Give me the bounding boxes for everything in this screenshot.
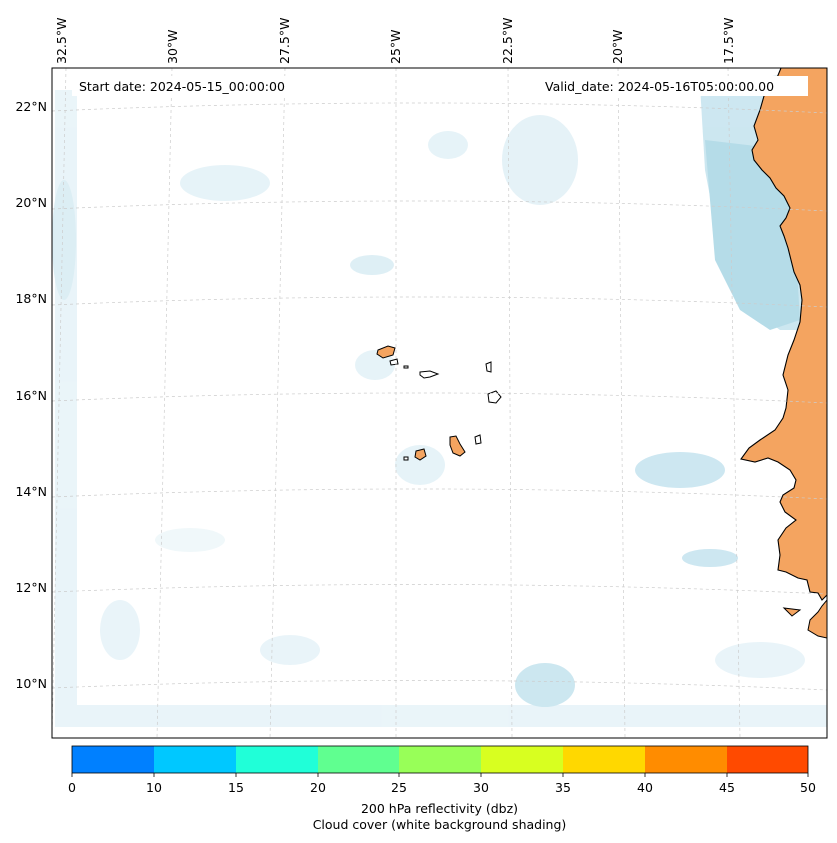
colorbar-ticks [71,773,809,777]
colorbar-tick-label: 20 [310,780,326,795]
island-santiago [449,435,466,457]
colorbar-tick-label: 30 [473,780,489,795]
lon-label: 32.5°W [54,18,69,64]
colorbar-segment [727,746,808,773]
colorbar: 0 10 15 20 25 30 35 40 45 50 [68,745,816,795]
west-africa-coast [740,68,827,601]
colorbar-segment [481,746,563,773]
lon-label: 22.5°W [500,18,515,64]
island-santo-antao [376,345,396,359]
lat-label: 22°N [15,99,47,114]
lat-label: 16°N [15,388,47,403]
graticule [52,68,827,738]
longitude-labels: 32.5°W 30°W 27.5°W 25°W 22.5°W 20°W 17.5… [54,18,736,64]
colorbar-segment [645,746,727,773]
latitude-labels: 22°N 20°N 18°N 16°N 14°N 12°N 10°N [15,99,47,691]
lon-label: 30°W [165,29,180,64]
colorbar-segment [399,746,481,773]
colorbar-segment [318,746,399,773]
map-content [52,68,827,738]
colorbar-tick-label: 0 [68,780,76,795]
lon-label: 17.5°W [721,18,736,64]
colorbar-tick-label: 25 [391,780,407,795]
lat-label: 12°N [15,580,47,595]
colorbar-tick-label: 10 [146,780,162,795]
colorbar-tick-label: 40 [637,780,653,795]
colorbar-tick-label: 50 [800,780,816,795]
colorbar-tick-label: 45 [719,780,735,795]
island-sao-nicolau [419,370,440,379]
island-boa-vista [487,390,502,404]
lat-label: 18°N [15,291,47,306]
island-sal [485,361,492,373]
lon-label: 20°W [610,29,625,64]
colorbar-label-line2: Cloud cover (white background shading) [312,817,567,832]
colorbar-tick-label: 15 [228,780,244,795]
start-date-label: Start date: 2024-05-15_00:00:00 [79,79,285,94]
lon-label: 27.5°W [277,18,292,64]
island-santa-luzia [403,365,409,369]
valid-date-box [540,76,808,96]
valid-date-label: Valid_date: 2024-05-16T05:00:00.00 [545,79,774,94]
island-fogo [414,448,427,461]
colorbar-segment [236,746,318,773]
lon-label: 25°W [388,29,403,64]
island-maio [474,434,482,445]
colorbar-frame [71,745,809,774]
colorbar-segment [154,746,236,773]
cape-verde-islands [376,345,502,461]
colorbar-label-line1: 200 hPa reflectivity (dbz) [360,801,519,816]
lat-label: 14°N [15,484,47,499]
colorbar-tick-label: 35 [555,780,571,795]
lat-label: 10°N [15,676,47,691]
island-brava [403,456,409,461]
colorbar-segment [563,746,645,773]
lat-label: 20°N [15,195,47,210]
start-date-box [72,76,315,96]
colorbar-segment [72,746,154,773]
map-frame [51,67,828,739]
